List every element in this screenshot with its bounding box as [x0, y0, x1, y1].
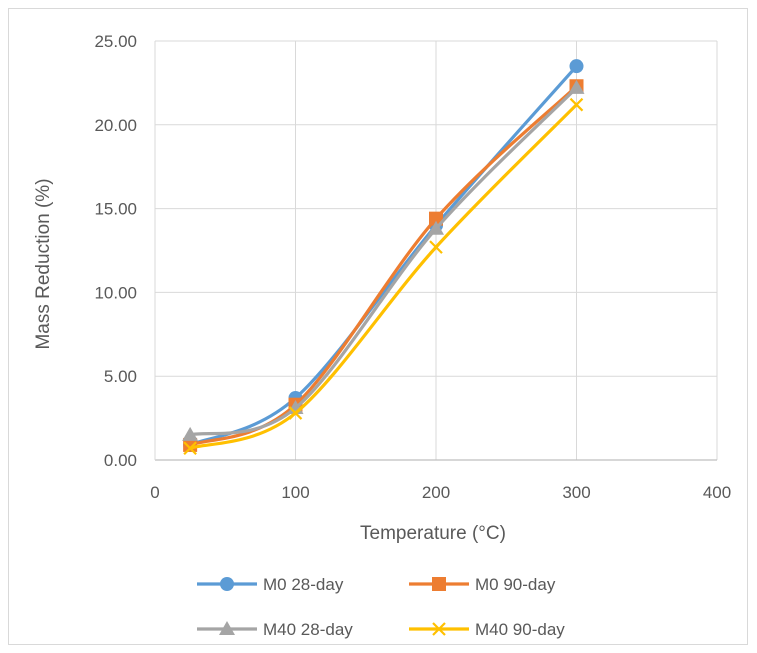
x-axis-title: Temperature (°C) [360, 523, 506, 544]
legend-marker [432, 577, 446, 591]
x-tick-label: 100 [281, 483, 309, 502]
legend-marker [220, 577, 234, 591]
legend-label: M40 90-day [475, 620, 565, 639]
y-tick-label: 25.00 [94, 32, 137, 51]
y-tick-label: 15.00 [94, 200, 137, 219]
data-point [429, 211, 443, 226]
series-line [189, 103, 578, 450]
y-tick-label: 0.00 [104, 451, 137, 470]
gridlines [155, 40, 718, 460]
y-tick-label: 10.00 [94, 283, 137, 302]
data-point [183, 441, 197, 456]
legend-item-m40-28-day: M40 28-day [197, 620, 353, 639]
legend: M0 28-day M0 90-day M40 28-day M40 90-day [197, 575, 565, 639]
x-tick-label: 400 [703, 483, 731, 502]
series-m40-90-day [183, 97, 584, 456]
y-tick-label: 5.00 [104, 367, 137, 386]
line-chart: 0.00 5.00 10.00 15.00 20.00 25.00 0 100 200 300 4… [33, 32, 731, 639]
data-point [429, 240, 443, 254]
data-point [569, 97, 584, 112]
chart-frame: 0.00 5.00 10.00 15.00 20.00 25.00 0 100 200 300 4… [8, 8, 748, 645]
x-tick-label: 0 [150, 483, 159, 502]
axes [154, 41, 717, 461]
legend-label: M40 28-day [263, 620, 353, 639]
y-tick-labels: 0.00 5.00 10.00 15.00 20.00 25.00 [94, 32, 137, 470]
data-point [568, 79, 585, 94]
series-line [189, 85, 578, 447]
x-tick-label: 300 [562, 483, 590, 502]
legend-item-m40-90-day: M40 90-day [409, 620, 565, 639]
series-group [182, 59, 585, 456]
series-line [189, 86, 578, 437]
legend-label: M0 28-day [263, 575, 344, 594]
legend-item-m0-28-day: M0 28-day [197, 575, 344, 594]
data-point [182, 426, 199, 441]
x-tick-labels: 0 100 200 300 400 [150, 483, 731, 502]
legend-marker [432, 622, 446, 636]
series-m0-28-day [183, 59, 584, 452]
data-point [569, 59, 584, 74]
series-m40-28-day [182, 79, 585, 441]
data-point [428, 220, 444, 235]
legend-item-m0-90-day: M0 90-day [409, 575, 556, 594]
series-line [189, 65, 578, 447]
legend-marker [219, 621, 235, 635]
y-axis-title: Mass Reduction (%) [33, 178, 54, 349]
legend-label: M0 90-day [475, 575, 556, 594]
y-tick-label: 20.00 [94, 116, 137, 135]
data-point [288, 406, 303, 420]
x-tick-label: 200 [422, 483, 450, 502]
series-m0-90-day [183, 79, 584, 452]
